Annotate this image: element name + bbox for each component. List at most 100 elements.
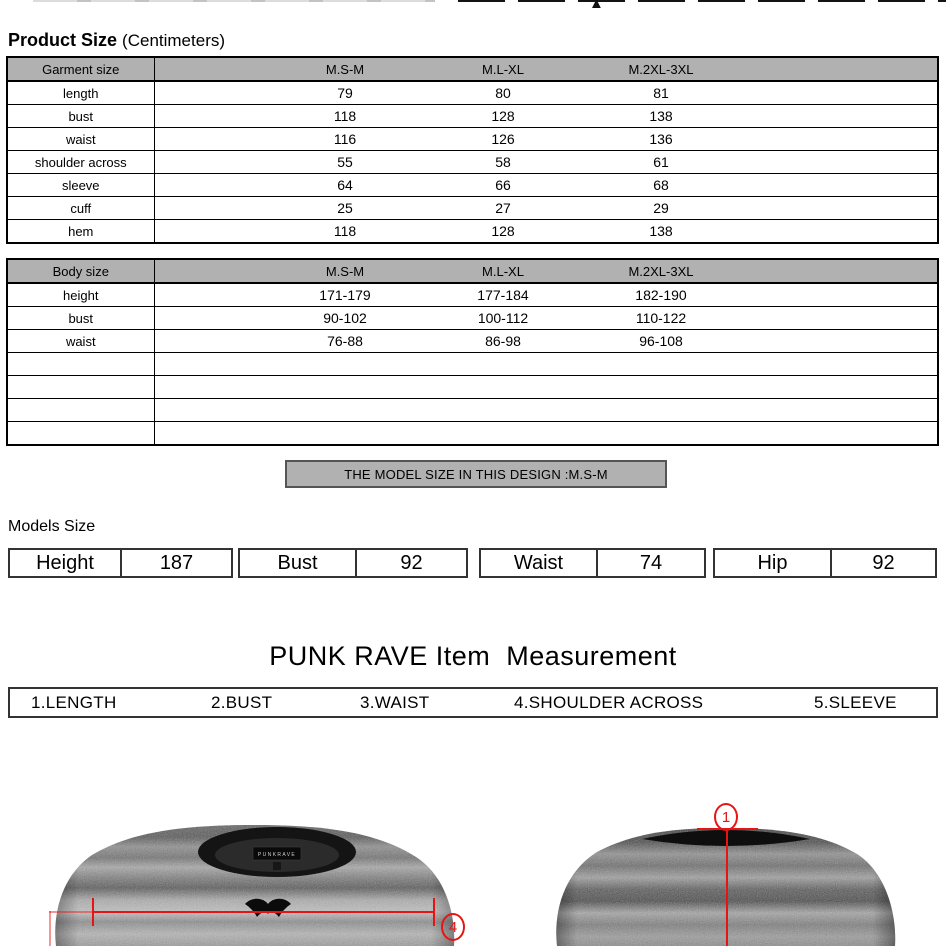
measurement-title: PUNK RAVE Item Measurement [269, 641, 677, 671]
table-row: waist 116 126 136 [7, 127, 938, 151]
empty-table-row [7, 375, 938, 399]
empty-table-row [7, 352, 938, 376]
product-size-unit: (Centimeters) [122, 31, 226, 50]
measure-value-cell: 177-184 [424, 282, 582, 307]
empty-cell [7, 375, 155, 399]
size-col-header: M.L-XL [424, 259, 582, 284]
measure-value-cell: 64 [266, 173, 424, 197]
legend-item: 2.BUST [211, 692, 273, 712]
measure-label-cell: cuff [7, 196, 155, 220]
spacer-cell [740, 329, 938, 353]
measure-value-cell: 182-190 [582, 282, 740, 307]
spacer-cell [154, 282, 266, 307]
empty-cell [266, 421, 424, 445]
scroll-top-arrow-icon[interactable]: ▲ [589, 0, 604, 12]
measure-label-cell: waist [7, 329, 155, 353]
spacer-cell [154, 196, 266, 220]
spacer-cell [740, 104, 938, 128]
measure-value-cell: 76-88 [266, 329, 424, 353]
empty-cell [740, 398, 938, 422]
spacer-cell [154, 150, 266, 174]
spacer-cell [740, 219, 938, 243]
spacer-cell [154, 306, 266, 330]
empty-cell [740, 421, 938, 445]
callout-length: 1 [714, 803, 738, 831]
body-size-table: Body size M.S-M M.L-XL M.2XL-3XL height … [6, 258, 939, 446]
spacer-cell [154, 219, 266, 243]
measure-value-cell: 138 [582, 219, 740, 243]
table-row: cuff 25 27 29 [7, 196, 938, 220]
empty-cell [7, 398, 155, 422]
measure-value-cell: 118 [266, 104, 424, 128]
spacer-cell [154, 259, 266, 284]
empty-table-row [7, 398, 938, 422]
empty-cell [154, 375, 266, 399]
spacer-cell [154, 173, 266, 197]
measure-label-cell: length [7, 80, 155, 105]
spacer-cell [740, 196, 938, 220]
spacer-cell [154, 80, 266, 105]
table-row: waist 76-88 86-98 96-108 [7, 329, 938, 353]
spacer-cell [740, 80, 938, 105]
model-stat-box: Bust 92 [238, 548, 468, 578]
table-row: bust 118 128 138 [7, 104, 938, 128]
measure-label-cell: waist [7, 127, 155, 151]
legend-item: 5.SLEEVE [814, 692, 897, 712]
empty-cell [154, 352, 266, 376]
empty-cell [154, 421, 266, 445]
measure-value-cell: 128 [424, 104, 582, 128]
size-col-header: M.L-XL [424, 57, 582, 82]
empty-cell [424, 398, 582, 422]
measure-value-cell: 110-122 [582, 306, 740, 330]
empty-cell [7, 421, 155, 445]
length-measure-line [49, 911, 51, 946]
measure-label-cell: height [7, 282, 155, 307]
model-size-note: THE MODEL SIZE IN THIS DESIGN :M.S-M [285, 460, 667, 488]
empty-cell [266, 398, 424, 422]
models-size-heading: Models Size [8, 518, 96, 535]
empty-cell [266, 352, 424, 376]
body-table-header-row: Body size M.S-M M.L-XL M.2XL-3XL [7, 259, 938, 284]
empty-cell [582, 375, 740, 399]
measure-value-cell: 136 [582, 127, 740, 151]
size-col-header: M.2XL-3XL [582, 57, 740, 82]
spacer-cell [740, 127, 938, 151]
measure-value-cell: 55 [266, 150, 424, 174]
legend-item: 1.LENGTH [31, 692, 117, 712]
spacer-cell [740, 150, 938, 174]
measure-value-cell: 58 [424, 150, 582, 174]
measure-value-cell: 118 [266, 219, 424, 243]
measure-value-cell: 116 [266, 127, 424, 151]
product-size-heading: Product Size (Centimeters) [8, 30, 225, 51]
spacer-cell [740, 282, 938, 307]
collar-brand-label: PUNKRAVE [258, 852, 296, 858]
empty-cell [266, 375, 424, 399]
empty-cell [582, 352, 740, 376]
measure-value-cell: 61 [582, 150, 740, 174]
measure-value-cell: 66 [424, 173, 582, 197]
empty-cell [740, 352, 938, 376]
measure-value-cell: 138 [582, 104, 740, 128]
table-row: height 171-179 177-184 182-190 [7, 282, 938, 307]
table-row: bust 90-102 100-112 110-122 [7, 306, 938, 330]
garment-size-table: Garment size M.S-M M.L-XL M.2XL-3XL leng… [6, 56, 939, 244]
spacer-cell [740, 259, 938, 284]
measure-value-cell: 128 [424, 219, 582, 243]
back-sweater-photo [556, 828, 896, 946]
collar-label-tag [252, 846, 302, 861]
measure-value-cell: 171-179 [266, 282, 424, 307]
empty-cell [7, 352, 155, 376]
model-stat-label: Bust [240, 550, 357, 576]
callout-shoulder-across: 4 [441, 913, 465, 941]
measure-value-cell: 86-98 [424, 329, 582, 353]
table-row: shoulder across 55 58 61 [7, 150, 938, 174]
shoulder-measure-tick [92, 898, 94, 926]
garment-table-header-row: Garment size M.S-M M.L-XL M.2XL-3XL [7, 57, 938, 82]
model-stat-value: 92 [400, 551, 423, 574]
model-stat-value: 92 [872, 551, 895, 574]
measure-value-cell: 96-108 [582, 329, 740, 353]
spacer-cell [740, 57, 938, 82]
measure-label-cell: sleeve [7, 173, 155, 197]
cropped-divider-edge [458, 0, 946, 2]
collar-size-tag [273, 862, 281, 870]
